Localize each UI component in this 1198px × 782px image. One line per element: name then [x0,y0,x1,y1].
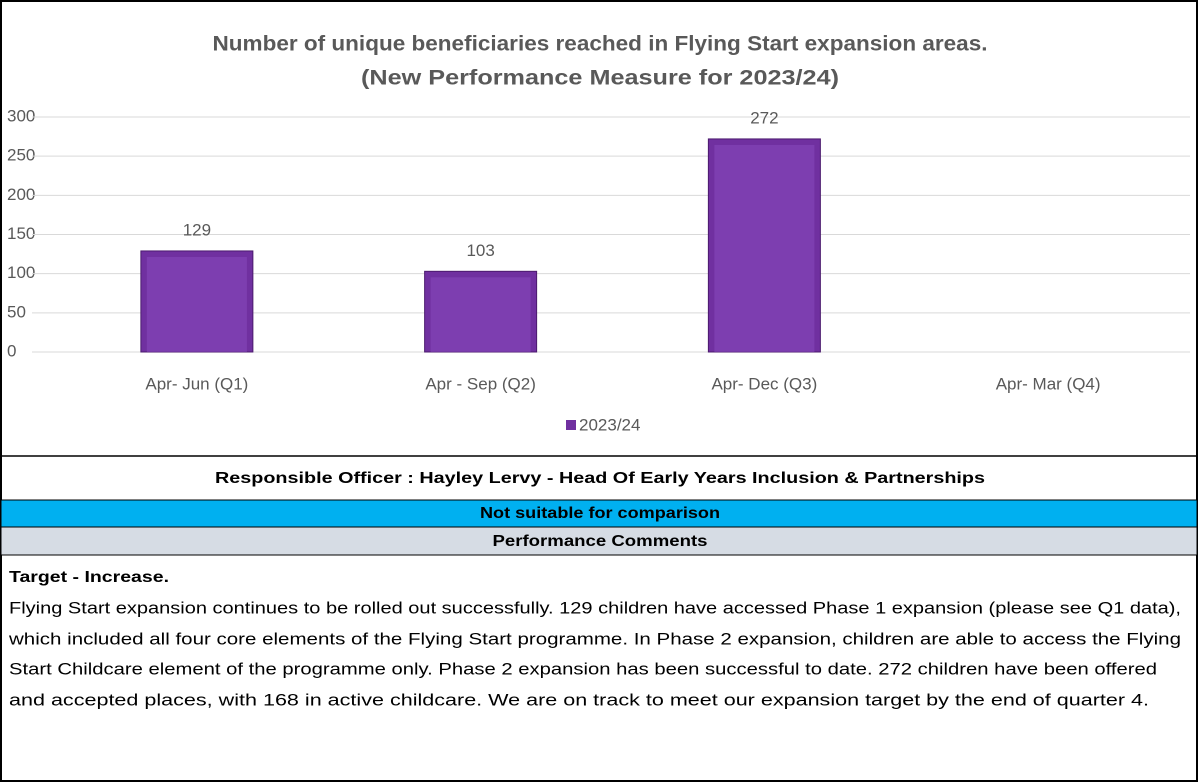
bar-bevel [146,256,247,352]
y-tick-label: 300 [7,106,35,125]
comment-line: and accepted places, with 168 in active … [9,690,1149,709]
x-tick-label: Apr- Jun (Q1) [145,374,248,393]
comments-header: Performance Comments [493,533,708,550]
y-tick-label: 150 [7,224,35,243]
chart-title: Number of unique beneficiaries reached i… [213,33,988,56]
x-tick-label: Apr - Sep (Q2) [425,374,536,393]
legend-swatch [566,420,576,430]
data-label: 103 [466,241,494,260]
comment-line: Flying Start expansion continues to be r… [9,598,1181,617]
y-tick-label: 100 [7,263,35,282]
comparison: Not suitable for comparison [480,505,720,522]
data-label: 272 [750,108,778,127]
x-tick-label: Apr- Dec (Q3) [711,374,817,393]
comments-header-row [0,526,1198,556]
comments-heading: Target - Increase. [9,569,169,586]
comparison-row [0,499,1198,528]
data-label: 129 [183,220,211,239]
chart-title: (New Performance Measure for 2023/24) [361,67,839,90]
y-tick-label: 200 [7,185,35,204]
x-tick-label: Apr- Mar (Q4) [996,374,1101,393]
y-tick-label: 50 [7,302,26,321]
comment-line: which included all four core elements of… [8,629,1181,648]
y-tick-label: 0 [7,341,16,360]
legend-label: 2023/24 [579,415,640,434]
bar-bevel [714,144,815,352]
officer: Responsible Officer : Hayley Lervy - Hea… [215,470,985,487]
bar-bevel [430,277,531,352]
y-tick-label: 250 [7,146,35,165]
comment-line: Start Childcare element of the programme… [9,659,1157,678]
